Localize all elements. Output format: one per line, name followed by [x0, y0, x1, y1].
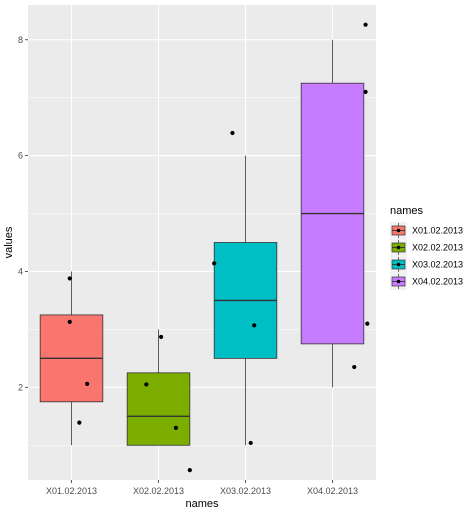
data-point	[252, 323, 257, 328]
data-point	[77, 420, 82, 425]
box-X04.02.2013	[300, 39, 365, 388]
box-X01.02.2013	[39, 271, 104, 446]
box-X02.02.2013	[126, 329, 191, 446]
legend: names X01.02.2013 X02.02.2013 X03.02.2013 X…	[390, 205, 463, 290]
data-point	[67, 276, 72, 281]
data-point	[187, 468, 192, 473]
legend-item-X01.02.2013: X01.02.2013	[390, 222, 463, 239]
data-point	[212, 261, 217, 266]
data-point	[144, 382, 149, 387]
legend-title: names	[390, 205, 424, 217]
box-X03.02.2013	[213, 155, 278, 446]
y-tick-label: 8	[18, 35, 23, 45]
legend-item-X02.02.2013: X02.02.2013	[390, 239, 463, 256]
data-point	[365, 321, 370, 326]
x-tick-label: X02.02.2013	[133, 486, 184, 496]
x-tick-label: X01.02.2013	[46, 486, 97, 496]
box-body	[126, 372, 191, 446]
x-tick-label: X04.02.2013	[307, 486, 358, 496]
y-tick-label: 2	[18, 382, 23, 392]
y-tick-label: 6	[18, 151, 23, 161]
data-point	[85, 381, 90, 386]
legend-label: X03.02.2013	[412, 260, 463, 270]
legend-item-X03.02.2013: X03.02.2013	[390, 256, 463, 273]
x-axis-title: names	[185, 498, 219, 510]
data-points	[67, 22, 370, 473]
data-point	[248, 440, 253, 446]
data-point	[352, 364, 357, 370]
data-point	[363, 89, 368, 94]
legend-label: X04.02.2013	[412, 277, 463, 287]
legend-key-point	[396, 245, 401, 250]
axes: 2 4 6 8 X01.02.2013 X02.02.2013 X03.02.2013 X04…	[18, 35, 358, 496]
data-point	[230, 130, 235, 136]
legend-item-X04.02.2013: X04.02.2013	[390, 273, 463, 290]
legend-key-point	[396, 262, 401, 267]
y-tick-label: 4	[18, 266, 23, 276]
data-point	[363, 22, 368, 27]
data-point	[67, 319, 72, 324]
legend-key-point	[396, 279, 401, 284]
data-point	[159, 334, 164, 340]
x-tick-label: X03.02.2013	[220, 486, 271, 496]
legend-label: X01.02.2013	[412, 226, 463, 236]
y-axis-title: values	[3, 226, 15, 258]
boxes	[39, 39, 365, 446]
legend-label: X02.02.2013	[412, 243, 463, 253]
legend-key-point	[396, 228, 401, 233]
data-point	[173, 425, 178, 430]
